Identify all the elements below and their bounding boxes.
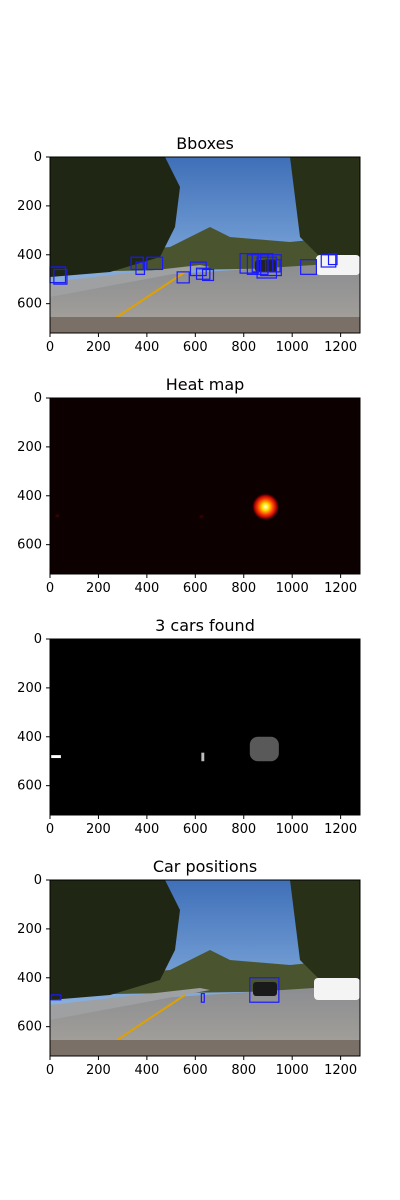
x-tick-label: 1200 — [324, 822, 357, 837]
axis-ticks: 0 200 400 600 800 1000 1200 0 200 400 600 — [17, 391, 357, 596]
y-tick-label: 600 — [17, 297, 42, 312]
y-tick-label: 200 — [17, 440, 42, 455]
heat-blobs — [53, 492, 280, 521]
bbox-rect — [246, 254, 269, 275]
road-photo — [50, 880, 360, 1056]
y-tick-label: 200 — [17, 681, 42, 696]
panel-bboxes-title: Bboxes — [176, 134, 234, 153]
bbox-rect — [195, 267, 211, 280]
y-tick-label: 600 — [17, 1020, 42, 1035]
bbox-overlay — [49, 252, 338, 285]
x-tick-label: 400 — [134, 822, 159, 837]
panel-bboxes: Bboxes 0 200 400 600 800 1000 1200 0 200 400 600 — [17, 134, 361, 355]
panel-heatmap-title: Heat map — [166, 375, 245, 394]
x-tick-label: 1200 — [324, 340, 357, 355]
bbox-rect — [189, 261, 207, 277]
y-tick-label: 400 — [17, 730, 42, 745]
x-tick-label: 1200 — [324, 581, 357, 596]
bbox-rect — [239, 252, 259, 274]
heat-hotspot — [197, 513, 206, 520]
bbox-rect — [201, 268, 215, 282]
x-tick-label: 800 — [231, 822, 256, 837]
x-tick-label: 1000 — [276, 1063, 309, 1078]
bbox-rect — [50, 994, 62, 1001]
y-tick-label: 0 — [34, 632, 42, 647]
bbox-rect — [264, 259, 281, 273]
x-tick-label: 1000 — [276, 340, 309, 355]
x-tick-label: 200 — [86, 1063, 111, 1078]
bbox-rect — [251, 252, 274, 273]
axis-ticks: 0 200 400 600 800 1000 1200 0 200 400 600 — [17, 150, 357, 355]
y-tick-label: 0 — [34, 150, 42, 165]
x-tick-label: 600 — [183, 822, 208, 837]
x-tick-label: 0 — [46, 340, 54, 355]
x-tick-label: 200 — [86, 581, 111, 596]
label-blobs — [51, 736, 279, 762]
x-tick-label: 200 — [86, 822, 111, 837]
x-tick-label: 0 — [46, 1063, 54, 1078]
y-tick-label: 400 — [17, 248, 42, 263]
axes-frame — [49, 638, 361, 816]
y-tick-label: 0 — [34, 873, 42, 888]
label-region — [249, 736, 279, 762]
x-tick-label: 0 — [46, 822, 54, 837]
label-region — [201, 752, 205, 762]
x-tick-label: 200 — [86, 340, 111, 355]
bbox-rect — [327, 252, 338, 266]
heat-hotspot — [53, 512, 62, 519]
panel-heatmap: Heat map 0 200 400 600 800 1000 1200 0 200 400 600 — [17, 375, 361, 596]
x-tick-label: 400 — [134, 1063, 159, 1078]
bbox-rect — [146, 256, 164, 271]
bbox-rect — [256, 256, 278, 279]
x-tick-label: 600 — [183, 340, 208, 355]
bbox-rect — [249, 977, 280, 1003]
y-tick-label: 600 — [17, 538, 42, 553]
y-tick-label: 400 — [17, 489, 42, 504]
heatmap-background — [50, 398, 360, 574]
panel-car-positions: Car positions 0 200 400 600 800 1000 1200 0 200 4… — [17, 857, 361, 1078]
axes-frame — [49, 156, 361, 334]
y-tick-label: 200 — [17, 199, 42, 214]
axes-frame — [49, 397, 361, 575]
bbox-rect — [260, 254, 282, 277]
labels-background — [50, 639, 360, 815]
axis-ticks: 0 200 400 600 800 1000 1200 0 200 400 600 — [17, 873, 357, 1078]
x-tick-label: 600 — [183, 581, 208, 596]
x-tick-label: 400 — [134, 340, 159, 355]
x-tick-label: 800 — [231, 581, 256, 596]
x-tick-label: 1000 — [276, 581, 309, 596]
x-tick-label: 0 — [46, 581, 54, 596]
bbox-rect — [130, 256, 144, 271]
axis-ticks: 0 200 400 600 800 1000 1200 0 200 400 600 — [17, 632, 357, 837]
bbox-rect — [53, 268, 68, 285]
car-box-overlay — [50, 977, 280, 1003]
panel-labels: 3 cars found 0 200 400 600 800 1000 1200 0 200 40… — [17, 616, 361, 837]
heat-hotspot — [251, 492, 280, 521]
bbox-rect — [300, 259, 318, 275]
panel-car-positions-title: Car positions — [153, 857, 257, 876]
x-tick-label: 400 — [134, 581, 159, 596]
label-region — [51, 755, 61, 759]
bbox-rect — [200, 993, 205, 1003]
x-tick-label: 800 — [231, 340, 256, 355]
x-tick-label: 600 — [183, 1063, 208, 1078]
x-tick-label: 1200 — [324, 1063, 357, 1078]
y-tick-label: 200 — [17, 922, 42, 937]
panel-labels-title: 3 cars found — [155, 616, 255, 635]
axes-frame — [49, 879, 361, 1057]
x-tick-label: 1000 — [276, 822, 309, 837]
x-tick-label: 800 — [231, 1063, 256, 1078]
y-tick-label: 600 — [17, 779, 42, 794]
bbox-rect — [135, 261, 146, 275]
road-photo — [50, 157, 360, 333]
y-tick-label: 400 — [17, 971, 42, 986]
bbox-rect — [176, 271, 190, 284]
y-tick-label: 0 — [34, 391, 42, 406]
